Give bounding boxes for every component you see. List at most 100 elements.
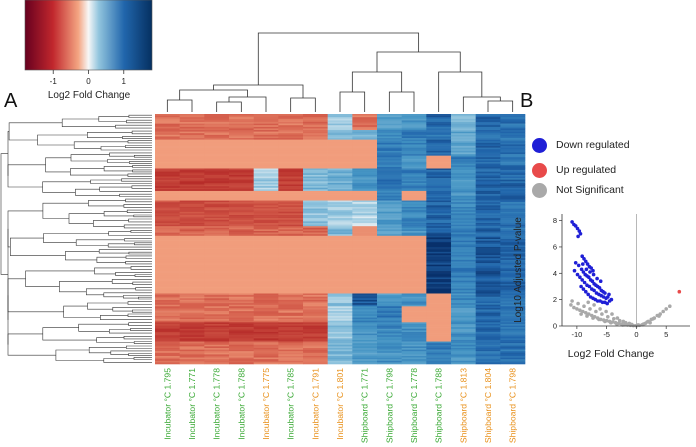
heatmap-cell bbox=[500, 291, 526, 294]
heatmap-cell bbox=[426, 205, 452, 208]
heatmap-cell bbox=[401, 187, 427, 190]
heatmap-cell bbox=[303, 227, 328, 230]
heatmap-cell bbox=[303, 264, 328, 267]
heatmap-cell bbox=[278, 200, 304, 203]
heatmap-cell bbox=[303, 136, 328, 139]
heatmap-cell bbox=[179, 118, 205, 121]
heatmap-cell bbox=[204, 275, 230, 278]
heatmap-cell bbox=[229, 211, 254, 214]
heatmap-cell bbox=[352, 123, 378, 126]
heatmap-column-label: Incubator °C 1.801 bbox=[335, 368, 345, 440]
heatmap-cell bbox=[278, 336, 304, 339]
volcano-point-down bbox=[581, 262, 585, 266]
heatmap-cell bbox=[253, 122, 279, 124]
heatmap-cell bbox=[179, 283, 205, 286]
heatmap-cell bbox=[327, 120, 353, 123]
heatmap-cell bbox=[229, 226, 254, 229]
heatmap-cell bbox=[377, 117, 402, 120]
heatmap-cell bbox=[352, 205, 378, 208]
heatmap-cell bbox=[426, 190, 452, 193]
heatmap-cell bbox=[352, 264, 378, 267]
heatmap-cell bbox=[352, 275, 378, 278]
heatmap-cell bbox=[327, 130, 353, 132]
heatmap-cell bbox=[253, 162, 279, 164]
heatmap-cell bbox=[377, 282, 402, 285]
heatmap-cell bbox=[500, 277, 526, 280]
heatmap-cell bbox=[204, 133, 230, 136]
heatmap-cell bbox=[500, 266, 526, 269]
heatmap-cell bbox=[303, 130, 328, 132]
heatmap-cell bbox=[155, 315, 180, 318]
heatmap-cell bbox=[352, 258, 378, 261]
heatmap-cell bbox=[401, 296, 427, 299]
heatmap-cell bbox=[278, 230, 304, 233]
heatmap-cell bbox=[426, 277, 452, 280]
heatmap-cell bbox=[426, 229, 452, 232]
heatmap-cell bbox=[327, 291, 353, 294]
heatmap-cell bbox=[204, 218, 230, 221]
heatmap-cell bbox=[426, 266, 452, 269]
heatmap-cell bbox=[426, 210, 452, 213]
heatmap-cell bbox=[475, 331, 501, 334]
heatmap-cell bbox=[451, 218, 476, 221]
heatmap-cell bbox=[179, 288, 205, 291]
dendrogram-branch bbox=[100, 146, 152, 151]
heatmap-cell bbox=[278, 299, 304, 302]
heatmap-cell bbox=[475, 218, 501, 221]
heatmap-cell bbox=[253, 338, 279, 341]
dendrogram-branch bbox=[55, 349, 104, 361]
heatmap-cell bbox=[229, 320, 254, 323]
heatmap-cell bbox=[327, 307, 353, 310]
heatmap-cell bbox=[352, 181, 378, 184]
heatmap-cell bbox=[377, 160, 402, 163]
heatmap-cell bbox=[204, 184, 230, 187]
heatmap-cell bbox=[500, 139, 526, 142]
heatmap-cell bbox=[401, 349, 427, 352]
heatmap-cell bbox=[303, 311, 328, 314]
heatmap-cell bbox=[155, 114, 180, 116]
heatmap-cell bbox=[377, 214, 402, 217]
heatmap-cell bbox=[475, 239, 501, 241]
heatmap-cell bbox=[352, 320, 378, 323]
heatmap-cell bbox=[377, 288, 402, 291]
heatmap-cell bbox=[426, 275, 452, 278]
heatmap-cell bbox=[327, 362, 353, 365]
heatmap-cell bbox=[377, 133, 402, 136]
heatmap-cell bbox=[352, 312, 378, 315]
heatmap-cell bbox=[352, 315, 378, 318]
heatmap-cell bbox=[204, 192, 230, 195]
heatmap-cell bbox=[278, 146, 304, 148]
heatmap-cell bbox=[204, 343, 230, 346]
heatmap-cell bbox=[500, 314, 526, 317]
heatmap-cell bbox=[426, 187, 452, 190]
volcano-point-ns bbox=[600, 312, 604, 316]
heatmap-cell bbox=[475, 346, 501, 349]
heatmap-cell bbox=[327, 343, 353, 346]
heatmap-cell bbox=[204, 182, 230, 185]
heatmap-cell bbox=[278, 272, 304, 275]
heatmap-cell bbox=[179, 157, 205, 160]
heatmap-cell bbox=[204, 285, 230, 288]
heatmap-cell bbox=[401, 248, 427, 251]
heatmap-cell bbox=[451, 285, 476, 288]
heatmap-cell bbox=[253, 235, 279, 238]
heatmap-cell bbox=[155, 355, 180, 358]
heatmap-cell bbox=[475, 357, 501, 360]
heatmap-cell bbox=[401, 272, 427, 275]
volcano-point-ns bbox=[585, 314, 589, 318]
heatmap-cell bbox=[155, 126, 180, 129]
heatmap-cell bbox=[451, 186, 476, 189]
heatmap-cell bbox=[377, 239, 402, 241]
heatmap-cell bbox=[155, 195, 180, 198]
volcano-point-ns bbox=[591, 316, 595, 320]
heatmap-cell bbox=[155, 346, 180, 349]
heatmap-cell bbox=[278, 187, 304, 190]
volcano-point-ns bbox=[598, 307, 602, 311]
heatmap-cell bbox=[401, 299, 427, 302]
heatmap-cell bbox=[451, 357, 476, 360]
dendrogram-branch bbox=[126, 119, 152, 124]
heatmap-cell bbox=[229, 118, 254, 121]
heatmap-cell bbox=[253, 202, 279, 205]
heatmap-cell bbox=[204, 259, 230, 262]
heatmap-cell bbox=[451, 125, 476, 128]
